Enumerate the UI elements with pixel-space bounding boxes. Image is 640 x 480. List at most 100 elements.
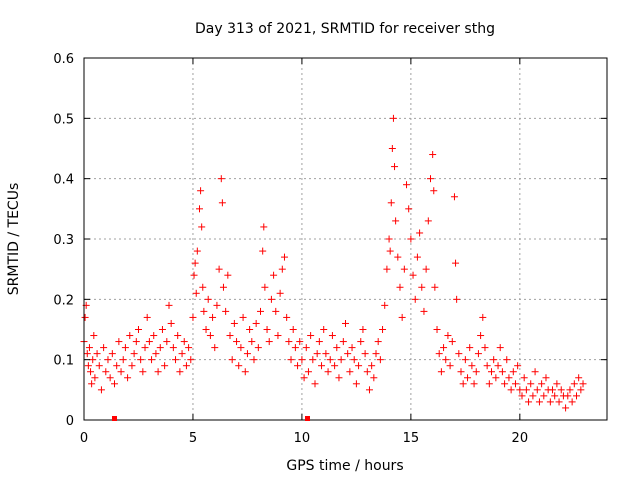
data-point [243,350,251,358]
axis-marker [305,416,310,421]
data-point [435,350,443,358]
data-point [198,223,206,231]
data-point [357,338,365,346]
x-tick-label: 10 [294,431,311,446]
data-point [190,271,198,279]
data-point [239,313,247,321]
data-point [479,313,487,321]
data-point [309,356,317,364]
data-point [396,283,404,291]
data-point [265,338,273,346]
data-point [169,344,177,352]
data-point [557,386,565,394]
data-point [137,356,145,364]
y-tick-label: 0.6 [53,52,74,67]
data-point [352,380,360,388]
data-point [132,338,140,346]
chart-title: Day 313 of 2021, SRMTID for receiver sth… [195,21,495,37]
data-point [313,350,321,358]
data-point [261,283,269,291]
data-point [95,362,103,370]
data-point [418,283,426,291]
data-point [233,338,241,346]
data-point [121,344,129,352]
data-point [507,386,515,394]
y-axis-label: SRMTID / TECUs [6,183,22,296]
data-point [285,338,293,346]
data-point [219,283,227,291]
data-point [474,350,482,358]
data-point [228,356,236,364]
data-point [477,332,485,340]
data-point [174,332,182,340]
data-point [546,398,554,406]
data-point [161,362,169,370]
data-point [511,380,519,388]
data-point [115,338,123,346]
data-point [218,199,226,207]
data-point [172,356,180,364]
data-point [246,326,254,333]
data-point [81,313,89,321]
data-point [224,271,232,279]
data-point [83,350,91,358]
data-point [130,350,138,358]
data-point [163,338,171,346]
data-point [267,295,275,303]
data-point [346,368,354,376]
data-point [111,380,119,388]
data-point [542,374,550,382]
data-point [320,326,328,333]
data-point [270,271,278,279]
data-point [455,350,463,358]
data-point [392,217,400,225]
data-point [176,368,184,376]
y-tick-label: 0.4 [53,173,74,188]
data-point [326,356,334,364]
data-point [187,356,195,364]
data-point [355,362,363,370]
data-point [549,386,557,394]
data-point [117,368,125,376]
data-point [405,205,413,213]
data-point [540,392,548,400]
data-point [535,398,543,406]
data-point [148,356,156,364]
data-point [370,374,378,382]
data-point [553,380,561,388]
data-point [298,356,306,364]
data-point [398,313,406,321]
x-tick-label: 15 [403,431,420,446]
data-point [204,295,212,303]
data-point [503,356,511,364]
data-point [385,235,393,243]
data-point [342,319,349,327]
data-point [572,392,580,400]
data-point [568,398,576,406]
data-point [241,368,249,376]
data-point [363,368,371,376]
data-point [457,368,465,376]
data-point [527,380,535,388]
data-point [389,114,397,122]
data-point [501,380,509,388]
data-point [191,259,199,267]
data-point [350,356,358,364]
y-tick-label: 0.1 [53,354,74,369]
data-point [197,187,205,195]
data-point [337,356,345,364]
data-point [89,356,97,364]
data-point [437,368,445,376]
data-point [481,344,489,352]
data-point [564,392,572,400]
data-point [531,368,539,376]
data-point [407,235,415,243]
data-point [206,332,214,340]
data-point [450,193,458,201]
data-points [80,114,587,412]
data-point [97,386,105,394]
data-point [154,368,162,376]
data-point [461,356,469,364]
data-point [85,344,93,352]
data-point [522,386,530,394]
